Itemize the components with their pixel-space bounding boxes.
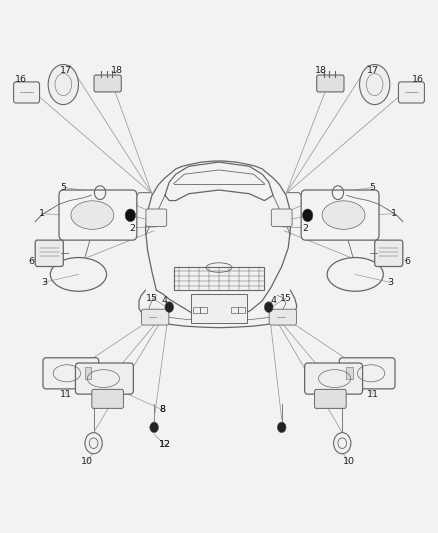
Text: 12: 12: [159, 440, 171, 449]
Bar: [194, 306, 201, 313]
FancyBboxPatch shape: [43, 358, 99, 389]
Text: 8: 8: [160, 406, 166, 415]
Ellipse shape: [360, 64, 390, 104]
Text: 11: 11: [367, 390, 378, 399]
Circle shape: [125, 209, 135, 222]
Circle shape: [277, 422, 286, 433]
Bar: [237, 306, 244, 313]
Bar: [201, 306, 207, 313]
FancyBboxPatch shape: [301, 190, 379, 240]
Text: 3: 3: [387, 278, 393, 287]
Circle shape: [165, 302, 173, 312]
FancyBboxPatch shape: [304, 363, 363, 394]
Text: 5: 5: [60, 183, 66, 192]
Text: 11: 11: [60, 390, 71, 399]
Text: 2: 2: [130, 224, 135, 233]
Text: 17: 17: [60, 66, 71, 75]
Text: 6: 6: [28, 257, 34, 266]
Bar: [85, 367, 91, 379]
FancyBboxPatch shape: [14, 82, 39, 103]
FancyBboxPatch shape: [75, 363, 134, 394]
Circle shape: [303, 209, 313, 222]
Bar: [346, 367, 353, 379]
Circle shape: [334, 433, 351, 454]
Bar: [231, 306, 237, 313]
Text: 17: 17: [367, 66, 379, 75]
Text: 10: 10: [343, 457, 355, 466]
Circle shape: [150, 422, 159, 433]
Circle shape: [85, 433, 102, 454]
Text: 1: 1: [39, 209, 45, 218]
Text: 4: 4: [162, 296, 168, 305]
Ellipse shape: [322, 201, 365, 229]
Text: 18: 18: [111, 66, 124, 75]
Text: 8: 8: [160, 406, 166, 415]
Bar: [191, 294, 247, 323]
FancyBboxPatch shape: [146, 209, 167, 227]
Text: 15: 15: [146, 294, 158, 303]
FancyBboxPatch shape: [317, 75, 344, 92]
Text: 5: 5: [370, 183, 375, 192]
FancyBboxPatch shape: [269, 309, 297, 325]
FancyBboxPatch shape: [92, 390, 124, 408]
FancyBboxPatch shape: [141, 309, 169, 325]
FancyBboxPatch shape: [59, 190, 137, 240]
Bar: [173, 266, 265, 290]
Text: 3: 3: [41, 278, 47, 287]
FancyBboxPatch shape: [399, 82, 424, 103]
FancyBboxPatch shape: [339, 358, 395, 389]
FancyBboxPatch shape: [35, 240, 64, 266]
Text: 16: 16: [15, 75, 27, 84]
Text: 4: 4: [270, 296, 276, 305]
Text: 12: 12: [159, 440, 171, 449]
Text: 18: 18: [314, 66, 327, 75]
FancyBboxPatch shape: [374, 240, 403, 266]
Text: 6: 6: [404, 257, 410, 266]
Ellipse shape: [71, 201, 114, 229]
FancyBboxPatch shape: [94, 75, 121, 92]
Circle shape: [265, 302, 273, 312]
Ellipse shape: [48, 64, 78, 104]
Text: 1: 1: [391, 209, 397, 218]
Text: 2: 2: [303, 224, 308, 233]
FancyBboxPatch shape: [271, 209, 292, 227]
Text: 15: 15: [280, 294, 292, 303]
Text: 16: 16: [412, 75, 424, 84]
Text: 10: 10: [81, 457, 93, 466]
FancyBboxPatch shape: [314, 390, 346, 408]
